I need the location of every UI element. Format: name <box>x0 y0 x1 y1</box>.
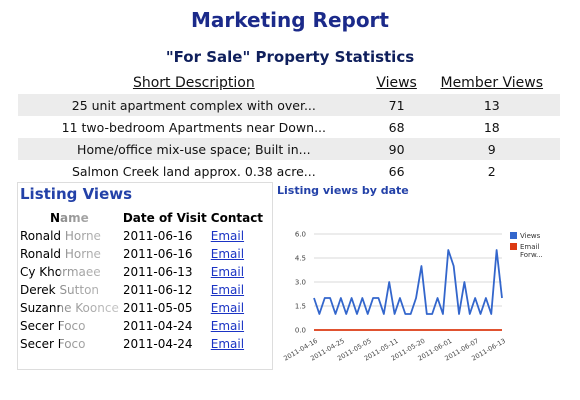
cell: 2011-04-24 <box>122 319 193 333</box>
column-header: Contact <box>210 211 264 225</box>
legend-label: Views <box>520 232 541 240</box>
email-link[interactable]: Email <box>210 229 245 243</box>
report-title: Marketing Report <box>191 8 389 32</box>
cell: Email <box>209 317 265 335</box>
cell: 2011-05-05 <box>122 301 193 315</box>
cell: 2011-06-16 <box>122 247 193 261</box>
column-header: Short Description <box>132 75 255 91</box>
y-tick-label: 0.0 <box>295 327 306 335</box>
chart: Listing views by date 0.01.53.04.56.0201… <box>277 184 507 363</box>
cell: 2 <box>487 163 496 179</box>
header-row: Short Description Views Member Views <box>18 72 560 94</box>
email-link[interactable]: Email <box>210 337 245 351</box>
cell: Email <box>209 263 265 281</box>
chart-title: Listing views by date <box>277 184 409 197</box>
legend: Views Email Forw... <box>510 232 562 262</box>
email-link[interactable]: Email <box>210 283 245 297</box>
report-subtitle: "For Sale" Property Statistics <box>165 48 415 66</box>
email-link[interactable]: Email <box>210 265 245 279</box>
column-header: Member Views <box>440 75 544 91</box>
y-tick-label: 3.0 <box>295 279 306 287</box>
cell: Email <box>209 227 265 245</box>
cell: 18 <box>483 119 500 135</box>
row: 25 unit apartment complex with over... 7… <box>18 94 560 116</box>
header-row: Name Date of Visit Contact <box>18 209 265 227</box>
y-tick-label: 1.5 <box>295 303 306 311</box>
cell: 2011-06-12 <box>122 283 193 297</box>
legend-swatch <box>510 232 517 239</box>
cell: 2011-06-16 <box>122 229 193 243</box>
email-link[interactable]: Email <box>210 301 245 315</box>
legend-label: Email Forw... <box>520 243 543 259</box>
row: Salmon Creek land approx. 0.38 acre... 6… <box>18 160 560 182</box>
cell: 66 <box>388 163 405 179</box>
column-header: Date of Visit <box>122 211 207 225</box>
panel-title: Listing Views <box>20 185 133 203</box>
cell: 90 <box>369 138 424 160</box>
cell: Home/office mix-use space; Built in... <box>18 138 370 160</box>
row: 11 two-bedroom Apartments near Down... 6… <box>18 116 560 138</box>
column-header: Views <box>376 75 417 91</box>
y-tick-label: 6.0 <box>295 231 306 239</box>
email-link[interactable]: Email <box>210 319 245 333</box>
cell: 13 <box>423 94 560 116</box>
cell: Salmon Creek land approx. 0.38 acre... <box>71 163 316 179</box>
cell: Email <box>209 281 265 299</box>
legend-entry: Email Forw... <box>510 243 562 259</box>
cell: 2011-04-24 <box>122 337 193 351</box>
cell: 25 unit apartment complex with over... <box>18 94 370 116</box>
y-tick-label: 4.5 <box>295 255 306 263</box>
cell: 2011-06-13 <box>122 265 193 279</box>
row: Secer Foco 2011-04-24 Email <box>18 335 265 353</box>
cell: 71 <box>369 94 424 116</box>
cell: Email <box>209 245 265 263</box>
property-table: Short Description Views Member Views 25 … <box>18 72 560 182</box>
listing-views-panel: Listing Views Name Date of Visit Contact… <box>17 182 273 370</box>
email-link[interactable]: Email <box>210 247 245 261</box>
legend-swatch <box>510 243 517 250</box>
cell: 9 <box>423 138 560 160</box>
legend-entry: Views <box>510 232 562 240</box>
fade-overlay <box>60 212 124 362</box>
cell: Email <box>209 335 265 353</box>
row: Secer Foco 2011-04-24 Email <box>18 317 265 335</box>
cell: Email <box>209 299 265 317</box>
cell: 68 <box>388 119 405 135</box>
listing-views-table: Name Date of Visit Contact Ronald Horne2… <box>18 209 265 353</box>
cell: 11 two-bedroom Apartments near Down... <box>61 119 326 135</box>
row: Home/office mix-use space; Built in... 9… <box>18 138 560 160</box>
series-line <box>313 249 503 315</box>
